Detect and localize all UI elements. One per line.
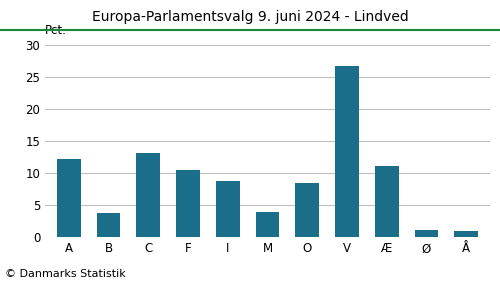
Bar xyxy=(57,159,81,237)
Bar xyxy=(454,231,478,237)
Bar xyxy=(414,230,438,237)
Bar xyxy=(335,66,359,237)
Bar xyxy=(216,181,240,237)
Bar xyxy=(176,170,200,237)
Text: © Danmarks Statistik: © Danmarks Statistik xyxy=(5,269,126,279)
Bar xyxy=(96,213,120,237)
Bar xyxy=(256,212,280,237)
Bar xyxy=(296,182,319,237)
Text: Pct.: Pct. xyxy=(45,25,67,38)
Text: Europa-Parlamentsvalg 9. juni 2024 - Lindved: Europa-Parlamentsvalg 9. juni 2024 - Lin… xyxy=(92,10,408,24)
Bar xyxy=(375,166,398,237)
Bar xyxy=(136,153,160,237)
